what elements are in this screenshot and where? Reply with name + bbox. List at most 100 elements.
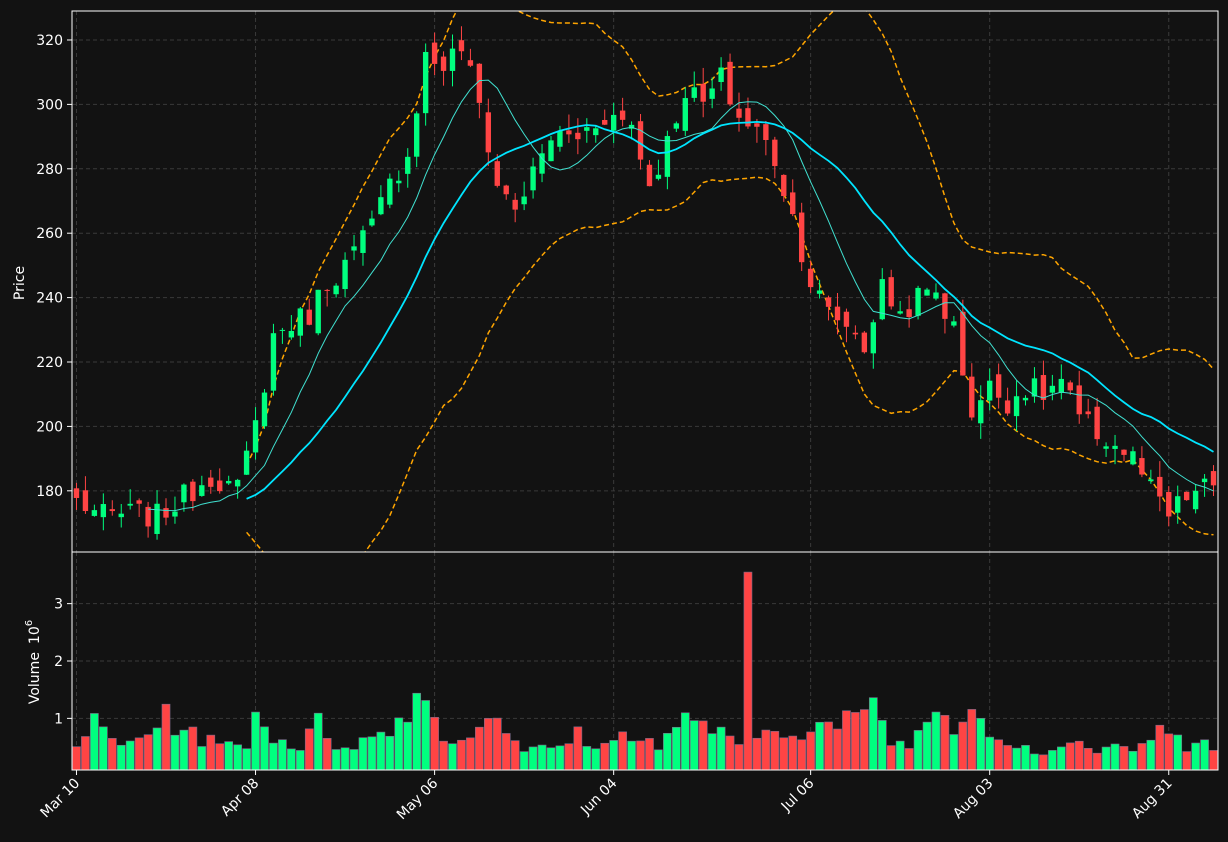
- candle-down: [969, 376, 975, 418]
- candle-up: [978, 400, 984, 424]
- moving-average-20: [246, 120, 1214, 500]
- candle-down: [637, 121, 644, 160]
- candle-down: [942, 293, 948, 319]
- candle-up: [655, 174, 662, 179]
- candle-down: [736, 108, 742, 118]
- volume-bar-down: [304, 728, 314, 771]
- volume-bar-up: [680, 712, 690, 771]
- volume-bar-up: [689, 720, 699, 771]
- candle-up: [127, 503, 133, 506]
- candle-up: [225, 480, 232, 484]
- candle-down: [190, 481, 196, 502]
- volume-bar-down: [618, 731, 627, 771]
- volume-bar-up: [716, 726, 726, 771]
- volume-bar-up: [528, 746, 538, 771]
- volume-bar-up: [421, 700, 430, 771]
- moving-averages: [148, 79, 1214, 512]
- price-tick-label: 200: [36, 419, 63, 435]
- candle-down: [1183, 491, 1190, 501]
- volume-bar-up: [260, 726, 269, 771]
- candles: [73, 26, 1217, 540]
- volume-bar-up: [152, 727, 162, 771]
- volume-bar-up: [672, 726, 681, 771]
- candle-down: [834, 306, 841, 321]
- candle-down: [1139, 458, 1145, 475]
- volume-bar-down: [600, 742, 610, 771]
- volume-bar-up: [385, 735, 395, 771]
- candle-down: [503, 185, 509, 195]
- candle-down: [431, 42, 438, 64]
- candle-up: [557, 130, 563, 147]
- candle-up: [252, 420, 259, 453]
- volume-bar-up: [224, 741, 234, 771]
- volume-bar-up: [1030, 753, 1039, 771]
- candle-up: [539, 153, 545, 174]
- volume-bar-down: [788, 735, 798, 771]
- volume-bar-up: [287, 748, 296, 771]
- volume-bar-up: [367, 736, 377, 771]
- candle-down: [763, 124, 769, 140]
- candle-down: [1076, 385, 1082, 415]
- volume-bar-up: [582, 746, 592, 771]
- volume-bar-down: [958, 721, 968, 771]
- candle-up: [243, 450, 250, 475]
- volume-bar-down: [161, 703, 171, 771]
- volume-bar-down: [492, 717, 502, 771]
- candle-up: [1013, 396, 1020, 417]
- candle-up: [664, 136, 671, 177]
- candle-up: [333, 285, 339, 295]
- volume-tick-label: 1: [54, 711, 63, 727]
- candle-up: [1148, 479, 1154, 482]
- candle-up: [118, 513, 124, 518]
- candle-up: [933, 292, 939, 299]
- candle-up: [879, 279, 885, 320]
- volume-bar-down: [215, 743, 225, 771]
- volume-bar-down: [1155, 724, 1165, 771]
- volume-bar-up: [913, 730, 923, 771]
- volume-bar-down: [967, 709, 977, 771]
- candle-down: [790, 192, 796, 215]
- volume-bar-down: [725, 735, 735, 771]
- candle-down: [602, 119, 608, 125]
- candle-up: [261, 392, 268, 427]
- candle-up: [181, 484, 187, 503]
- volume-bar-up: [1128, 750, 1138, 771]
- volume-bar-up: [251, 711, 260, 771]
- candle-down: [745, 108, 751, 127]
- volume-bar-up: [197, 746, 207, 771]
- volume-bar-down: [806, 731, 815, 771]
- volume-bar-up: [116, 744, 126, 771]
- volume-bar-down: [1119, 746, 1129, 771]
- candle-down: [1166, 492, 1172, 517]
- candle-up: [315, 289, 321, 334]
- candle-up: [548, 140, 554, 162]
- candle-up: [1112, 445, 1118, 449]
- candle-up: [530, 166, 536, 191]
- volume-bar-up: [242, 748, 251, 771]
- volume-axis-exponent-power: 6: [24, 620, 35, 626]
- volume-bar-down: [1003, 745, 1012, 771]
- volume-bar-up: [1146, 739, 1156, 771]
- candle-down: [1157, 476, 1163, 497]
- candle-down: [807, 268, 814, 288]
- volume-bar-up: [170, 734, 180, 771]
- volume-bar-down: [1137, 743, 1147, 771]
- volume-bar-down: [188, 726, 198, 771]
- candle-up: [924, 289, 930, 296]
- volume-axis-exponent-base: 10: [27, 626, 43, 644]
- candle-up: [718, 67, 724, 82]
- volume-bar-up: [394, 717, 404, 771]
- volume-bar-down: [842, 710, 851, 771]
- candle-up: [897, 311, 903, 314]
- volume-bar-up: [1012, 747, 1021, 771]
- volume-bar-up: [931, 711, 941, 771]
- volume-bar-down: [770, 731, 780, 771]
- candle-down: [888, 277, 894, 307]
- candle-down: [1094, 406, 1100, 440]
- volume-bar-up: [331, 749, 341, 771]
- candle-down: [906, 309, 912, 318]
- candle-up: [396, 180, 402, 184]
- candle-up: [1058, 378, 1065, 393]
- candle-up: [1130, 451, 1136, 465]
- volume-bar-down: [824, 721, 833, 771]
